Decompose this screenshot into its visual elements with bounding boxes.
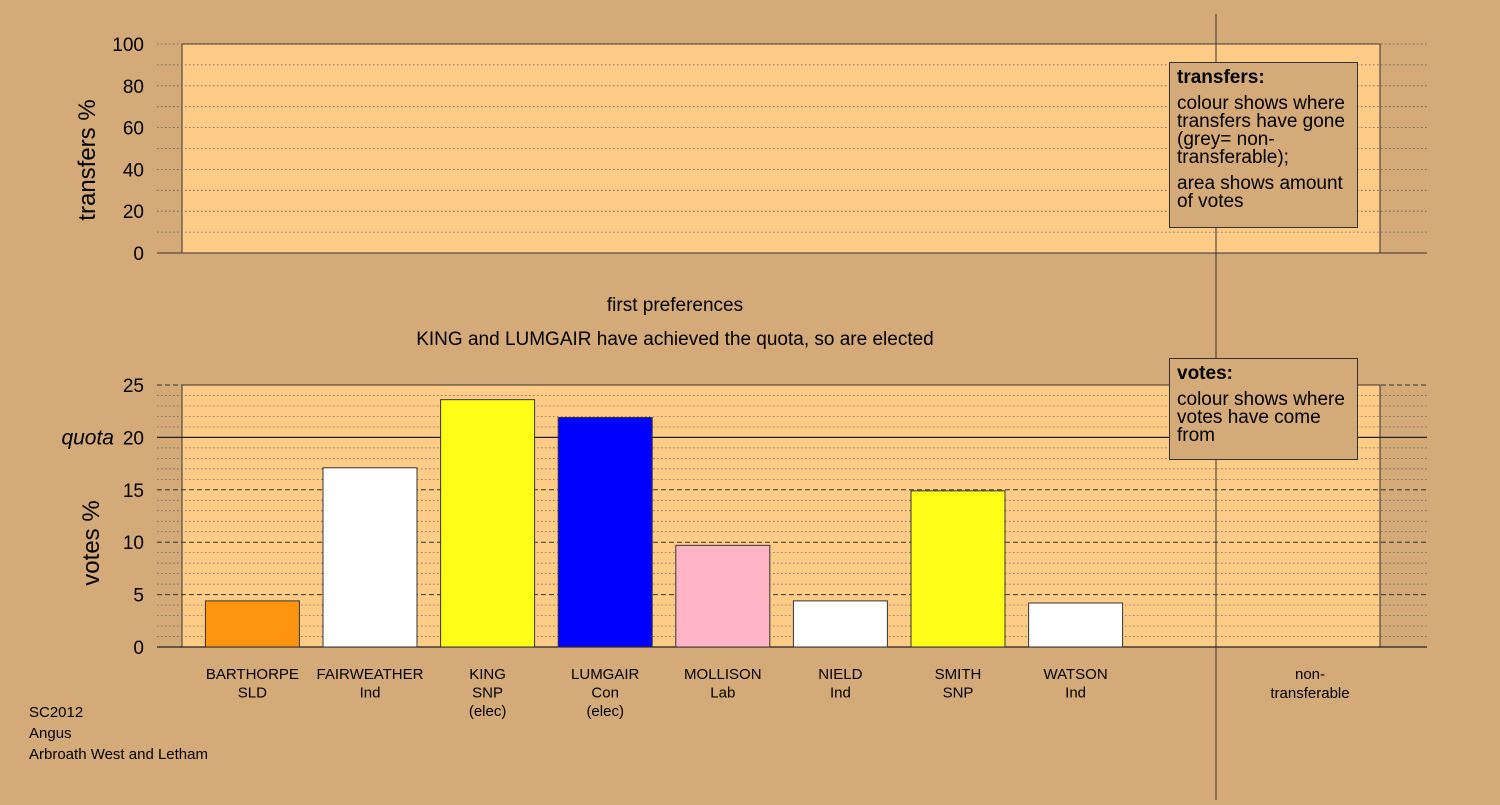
candidate-label-line: FAIRWEATHER [317,666,424,683]
candidate-label-line: SNP [943,685,974,702]
transfers-legend-line: area shows amount of votes [1177,173,1343,212]
candidate-label: BARTHORPE SLD [206,666,299,702]
y-axis-label: votes % [78,500,105,585]
candidate-label-line: SNP [472,685,503,702]
y-tick-label: 20 [123,428,144,449]
y-tick-label: 20 [123,202,144,223]
candidate-label-line: Con [591,685,619,702]
chart-title: first preferences [607,295,743,316]
candidate-label-line: SMITH [935,666,982,683]
votes-legend-line: colour shows where votes have come from [1177,389,1345,446]
footer-council: Angus [29,725,72,742]
bar [675,544,771,648]
y-tick-label: 5 [133,586,144,607]
candidate-label-line: Ind [830,685,851,702]
candidate-label-line: WATSON [1044,666,1108,683]
bar [792,600,888,648]
candidate-label-line: BARTHORPE [206,666,299,683]
bar [1028,602,1124,648]
bar [910,490,1006,648]
y-tick-label: 0 [133,638,144,659]
y-tick-label: 80 [123,77,144,98]
transfers-legend-line: colour shows where transfers have gone (… [1177,93,1345,168]
candidate-label: FAIRWEATHER Ind [317,666,424,702]
chart-subtitle: KING and LUMGAIR have achieved the quota… [416,329,934,350]
candidate-label: MOLLISON Lab [684,666,762,702]
candidate-label: KING SNP (elec) [469,666,507,720]
y-tick-label: 25 [123,376,144,397]
votes-legend: votes: colour shows where votes have com… [1169,358,1358,460]
candidate-label-line: (elec) [469,703,507,720]
bar [440,399,536,648]
candidate-label-line: (elec) [586,703,624,720]
bar [204,600,300,648]
first-preferences-chart: first preferences KING and LUMGAIR have a… [61,295,1427,720]
bar [557,416,653,648]
y-tick-label: 10 [123,533,144,554]
y-axis-label: transfers % [74,99,101,220]
candidate-label-line: SLD [238,685,267,702]
footer-ward: Arbroath West and Letham [29,746,208,763]
candidate-label: WATSON Ind [1044,666,1108,702]
candidate-label-line: KING [469,666,506,683]
nontransferable-label-line: transferable [1270,685,1349,702]
candidate-label-line: NIELD [818,666,862,683]
y-tick-label: 0 [133,244,144,265]
candidate-label-line: MOLLISON [684,666,762,683]
y-tick-label: 40 [123,160,144,181]
quota-label: quota [61,426,114,449]
candidate-label: LUMGAIR Con (elec) [571,666,640,720]
transfers-legend-title: transfers: [1177,67,1265,88]
y-tick-label: 100 [112,35,144,56]
votes-legend-title: votes: [1177,363,1233,384]
nontransferable-label-line: non- [1295,666,1325,683]
candidate-label-line: Ind [360,685,381,702]
bar [322,467,418,648]
transfers-legend: transfers: colour shows where transfers … [1169,62,1358,228]
candidate-label-line: Lab [710,685,735,702]
footer-election: SC2012 [29,704,84,721]
candidate-label-line: LUMGAIR [571,666,640,683]
candidate-label: SMITH SNP [935,666,982,702]
y-tick-label: 60 [123,119,144,140]
candidate-label: NIELD Ind [818,666,862,702]
footer: SC2012 Angus Arbroath West and Letham [29,702,208,765]
y-tick-label: 15 [123,481,144,502]
nontransferable-label: non-transferable [1270,666,1349,702]
candidate-label-line: Ind [1065,685,1086,702]
